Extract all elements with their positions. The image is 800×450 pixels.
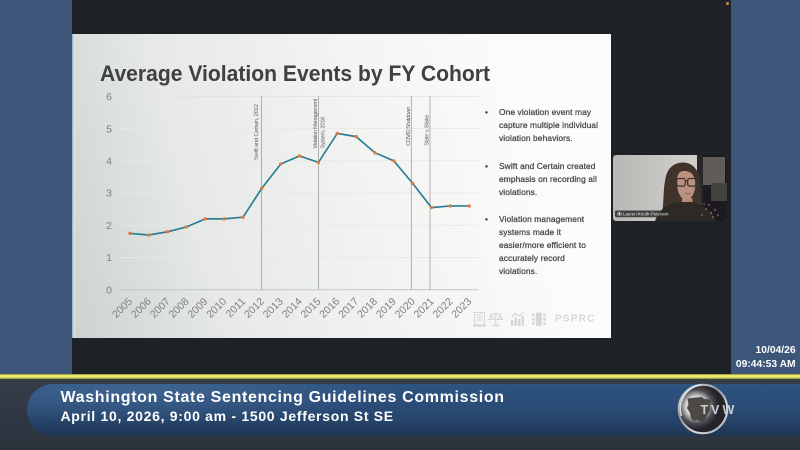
svg-text:0: 0	[106, 284, 112, 296]
svg-text:2016: 2016	[317, 296, 342, 321]
svg-text:System, 2016: System, 2016	[321, 117, 327, 149]
svg-text:2018: 2018	[355, 296, 380, 321]
svg-text:Lauren Knoth-Peterson: Lauren Knoth-Peterson	[623, 212, 669, 217]
svg-text:1: 1	[106, 252, 112, 264]
svg-text:2017: 2017	[336, 296, 361, 321]
svg-text:2020: 2020	[393, 296, 418, 321]
svg-text:2006: 2006	[129, 296, 154, 321]
svg-text:Violation Management: Violation Management	[313, 99, 319, 149]
svg-text:4: 4	[106, 156, 112, 168]
svg-text:2009: 2009	[185, 296, 210, 321]
svg-text:2012: 2012	[242, 296, 267, 321]
svg-text:2007: 2007	[148, 296, 173, 321]
svg-text:2019: 2019	[374, 296, 399, 321]
svg-text:2014: 2014	[280, 296, 305, 321]
svg-text:V: V	[711, 403, 720, 417]
svg-text:5: 5	[106, 123, 112, 135]
svg-text:2021: 2021	[412, 296, 437, 321]
svg-text:2011: 2011	[224, 296, 249, 321]
svg-text:T: T	[701, 403, 709, 417]
svg-text:2023: 2023	[449, 296, 474, 321]
svg-text:2008: 2008	[167, 296, 192, 321]
svg-text:COVID Shutdown: COVID Shutdown	[406, 107, 412, 146]
svg-text:State v. Blake: State v. Blake	[425, 115, 431, 146]
svg-text:2: 2	[106, 220, 112, 232]
svg-text:2010: 2010	[204, 296, 229, 321]
svg-text:6: 6	[106, 91, 112, 103]
svg-text:3: 3	[106, 188, 112, 200]
svg-text:2022: 2022	[431, 296, 456, 321]
svg-text:2005: 2005	[110, 296, 135, 321]
svg-text:PSPRC: PSPRC	[555, 314, 595, 325]
svg-text:2013: 2013	[261, 296, 286, 321]
svg-text:Swift and Certain, 2012: Swift and Certain, 2012	[254, 104, 260, 160]
svg-text:W: W	[723, 403, 735, 417]
svg-text:2015: 2015	[299, 296, 324, 321]
